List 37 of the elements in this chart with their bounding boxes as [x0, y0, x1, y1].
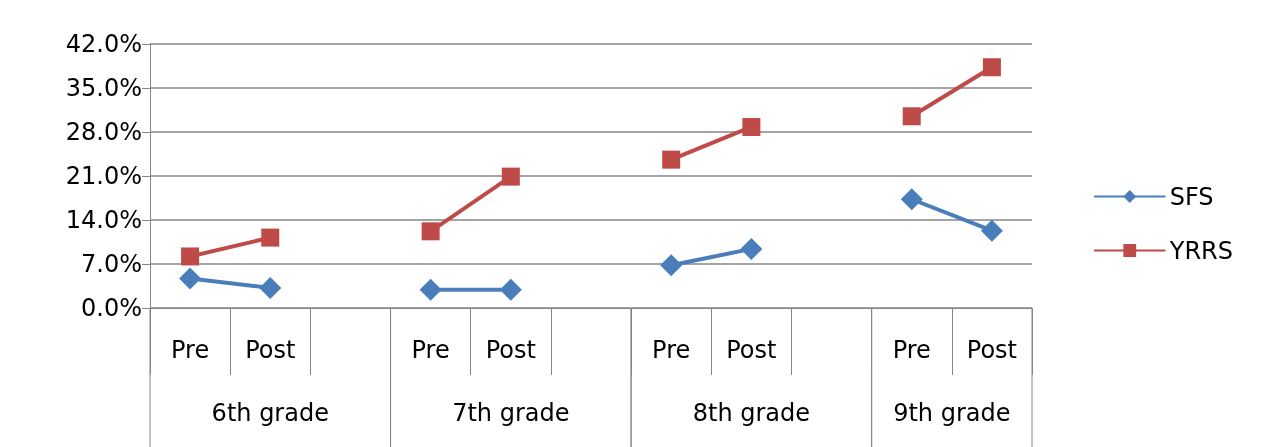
text: 6th grade — [211, 399, 329, 427]
point — [181, 247, 200, 266]
point — [179, 267, 202, 290]
y-tick-label: 28.0% — [65, 118, 142, 146]
y-tick-label: 0.0% — [81, 294, 142, 322]
y-tick-label: 14.0% — [65, 206, 142, 234]
point — [499, 278, 522, 301]
x-tick-label: Post — [966, 336, 1018, 364]
point — [660, 254, 683, 277]
point — [419, 278, 442, 301]
point — [982, 58, 1001, 77]
x-tick-label: Pre — [171, 336, 210, 364]
x-tick-label: Post — [485, 336, 536, 364]
point — [261, 228, 280, 247]
point — [742, 117, 761, 136]
legend-label: YRRS — [1168, 236, 1233, 265]
point — [980, 219, 1003, 242]
text: 7th grade — [452, 399, 570, 427]
point — [421, 222, 440, 241]
point — [740, 237, 763, 260]
x-tick-label: Pre — [892, 336, 931, 364]
y-tick-label: 35.0% — [65, 74, 142, 102]
point — [902, 107, 921, 126]
y-tick-label: 7.0% — [81, 250, 142, 278]
legend-label: SFS — [1169, 182, 1214, 211]
x-tick-label: Pre — [411, 336, 450, 364]
text: 8th grade — [692, 399, 811, 427]
x-tick-label: Pre — [652, 336, 691, 364]
x-tick-label: Post — [245, 336, 296, 364]
point — [662, 150, 681, 169]
point — [900, 188, 923, 211]
text: 9th grade — [893, 399, 1011, 427]
point — [501, 167, 520, 186]
y-tick-label: 21.0% — [65, 162, 142, 190]
x-tick-label: Post — [726, 336, 777, 364]
point — [259, 276, 282, 299]
y-tick-label: 42.0% — [65, 30, 142, 58]
